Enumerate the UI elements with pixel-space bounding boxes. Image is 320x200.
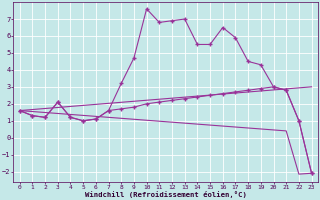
X-axis label: Windchill (Refroidissement éolien,°C): Windchill (Refroidissement éolien,°C) — [85, 191, 247, 198]
